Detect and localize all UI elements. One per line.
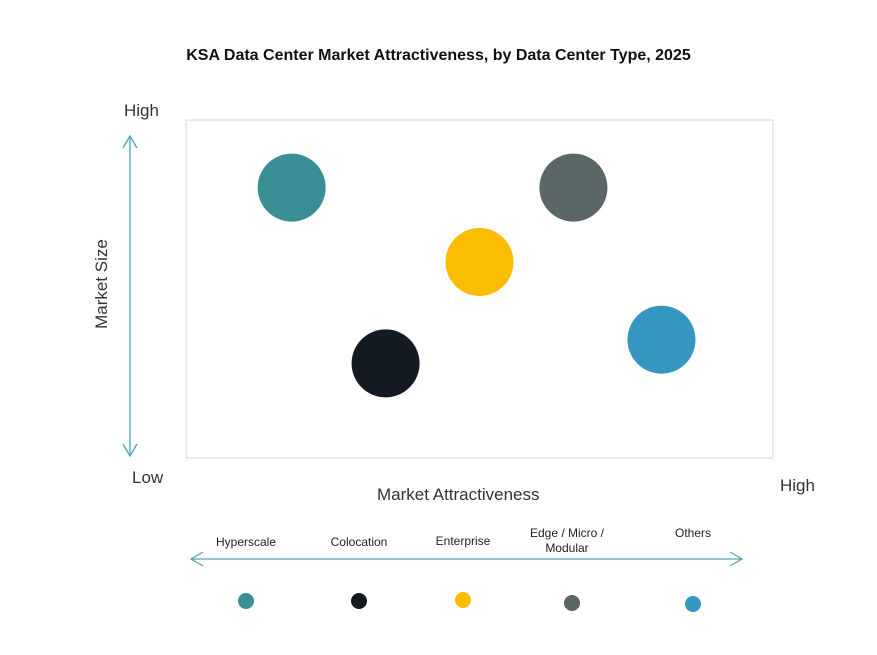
bubble-others bbox=[627, 305, 696, 374]
legend-marker bbox=[564, 595, 580, 611]
legend-marker bbox=[685, 596, 701, 612]
legend-label: Enterprise bbox=[435, 534, 491, 548]
bubble-enterprise bbox=[445, 227, 514, 296]
legend-arrow bbox=[189, 551, 744, 567]
y-high-label: High bbox=[124, 101, 159, 120]
x-axis-label: Market Attractiveness bbox=[377, 485, 540, 504]
legend-label: Colocation bbox=[330, 535, 388, 549]
legend-marker bbox=[455, 592, 471, 608]
y-axis-arrow bbox=[122, 134, 138, 458]
legend-label: Hyperscale bbox=[215, 535, 277, 549]
bubble-edge-micro-modular bbox=[539, 153, 608, 222]
legend-marker bbox=[351, 593, 367, 609]
bubble-hyperscale bbox=[257, 153, 326, 222]
legend-marker bbox=[238, 593, 254, 609]
x-low-label: Low bbox=[132, 468, 164, 487]
legend-label: Edge / Micro / Modular bbox=[529, 526, 605, 555]
x-high-label: High bbox=[780, 476, 815, 495]
legend-label: Others bbox=[674, 526, 711, 540]
bubble-colocation bbox=[351, 329, 420, 398]
plot-area bbox=[185, 119, 774, 459]
chart-title: KSA Data Center Market Attractiveness, b… bbox=[186, 47, 691, 64]
